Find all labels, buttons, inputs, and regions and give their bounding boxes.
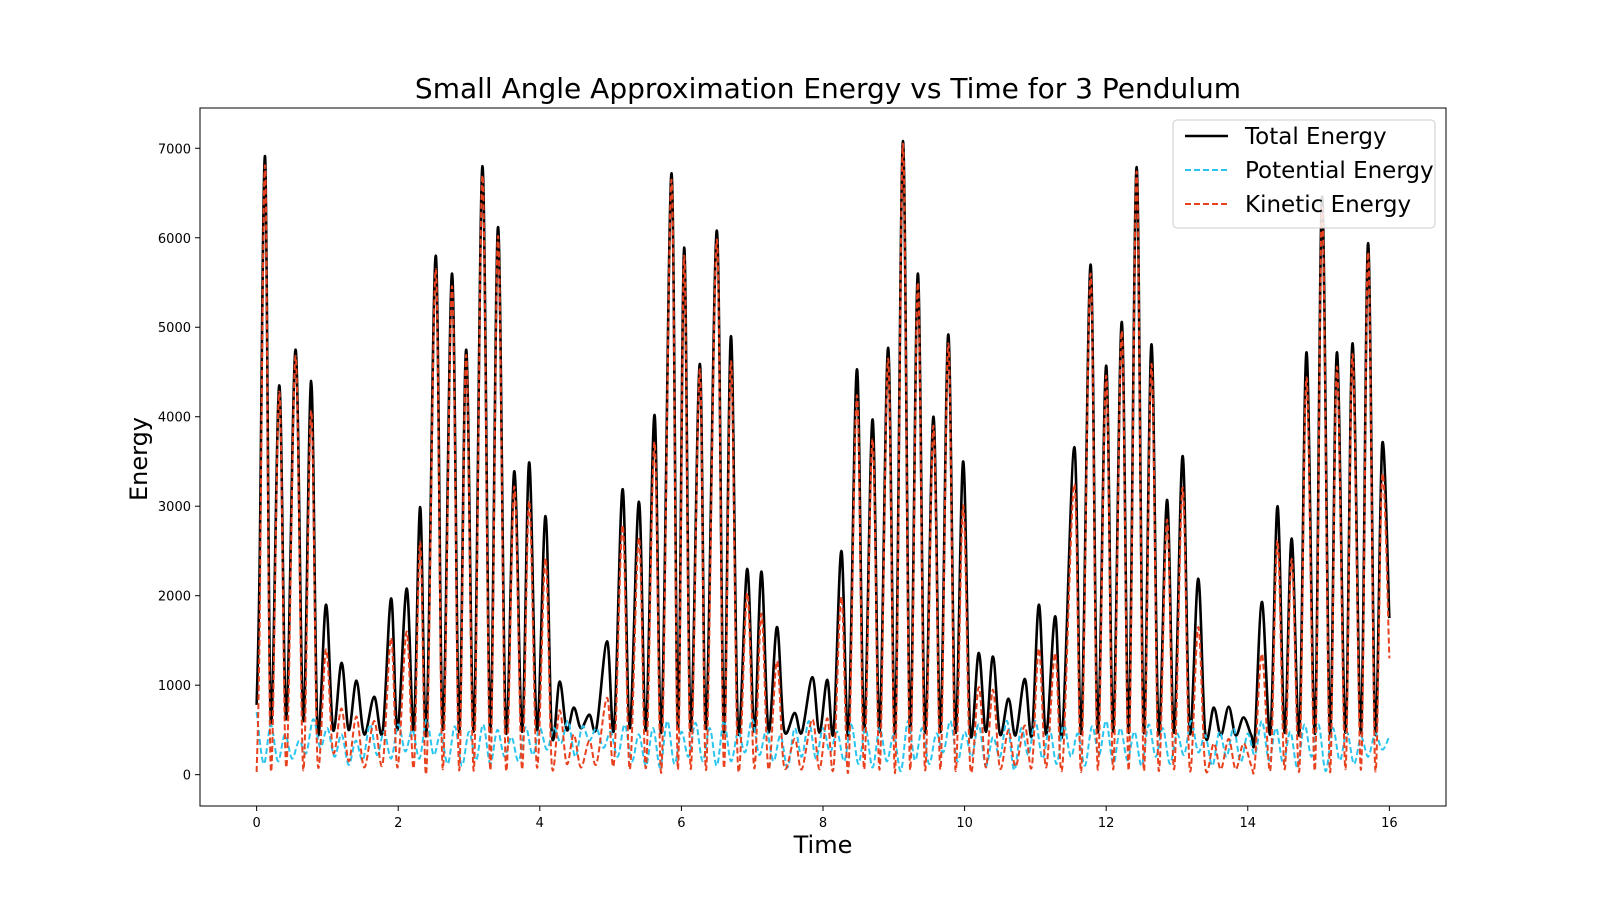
legend-label: Kinetic Energy: [1245, 192, 1411, 218]
y-tick-label: 6000: [158, 232, 191, 247]
x-tick-label: 2: [394, 816, 402, 831]
y-axis-label: Energy: [125, 417, 153, 501]
y-tick-label: 3000: [158, 500, 191, 515]
y-tick-label: 4000: [158, 411, 191, 426]
legend-label: Potential Energy: [1245, 158, 1434, 184]
x-tick-label: 10: [956, 816, 973, 831]
legend: Total Energy Potential Energy Kinetic Ener…: [1172, 119, 1436, 229]
y-tick-label: 5000: [158, 321, 191, 336]
y-tick-label: 1000: [158, 679, 191, 694]
series-line-total-energy: [255, 139, 1391, 749]
x-axis-ticks: 0 2 4 6 8 10 12 14 16: [252, 806, 1398, 831]
y-axis-ticks: 0 1000 2000 3000 4000 5000 6000 7000: [158, 142, 200, 784]
series-line-kinetic-energy: [255, 142, 1391, 776]
x-tick-label: 12: [1098, 816, 1115, 831]
x-tick-label: 16: [1381, 816, 1398, 831]
x-tick-label: 4: [536, 816, 544, 831]
y-tick-label: 2000: [158, 590, 191, 605]
y-tick-label: 0: [183, 769, 191, 784]
y-tick-label: 7000: [158, 142, 191, 157]
series-layer: [255, 139, 1391, 776]
x-tick-label: 6: [677, 816, 685, 831]
plot-area: [199, 107, 1447, 807]
series-line-potential-energy: [255, 711, 1391, 773]
legend-box: [1172, 119, 1436, 229]
legend-label: Total Energy: [1244, 124, 1387, 150]
x-tick-label: 0: [252, 816, 260, 831]
x-axis-label: Time: [793, 831, 853, 859]
x-tick-label: 14: [1239, 816, 1256, 831]
x-tick-label: 8: [819, 816, 827, 831]
chart-title: Small Angle Approximation Energy vs Time…: [415, 72, 1241, 105]
